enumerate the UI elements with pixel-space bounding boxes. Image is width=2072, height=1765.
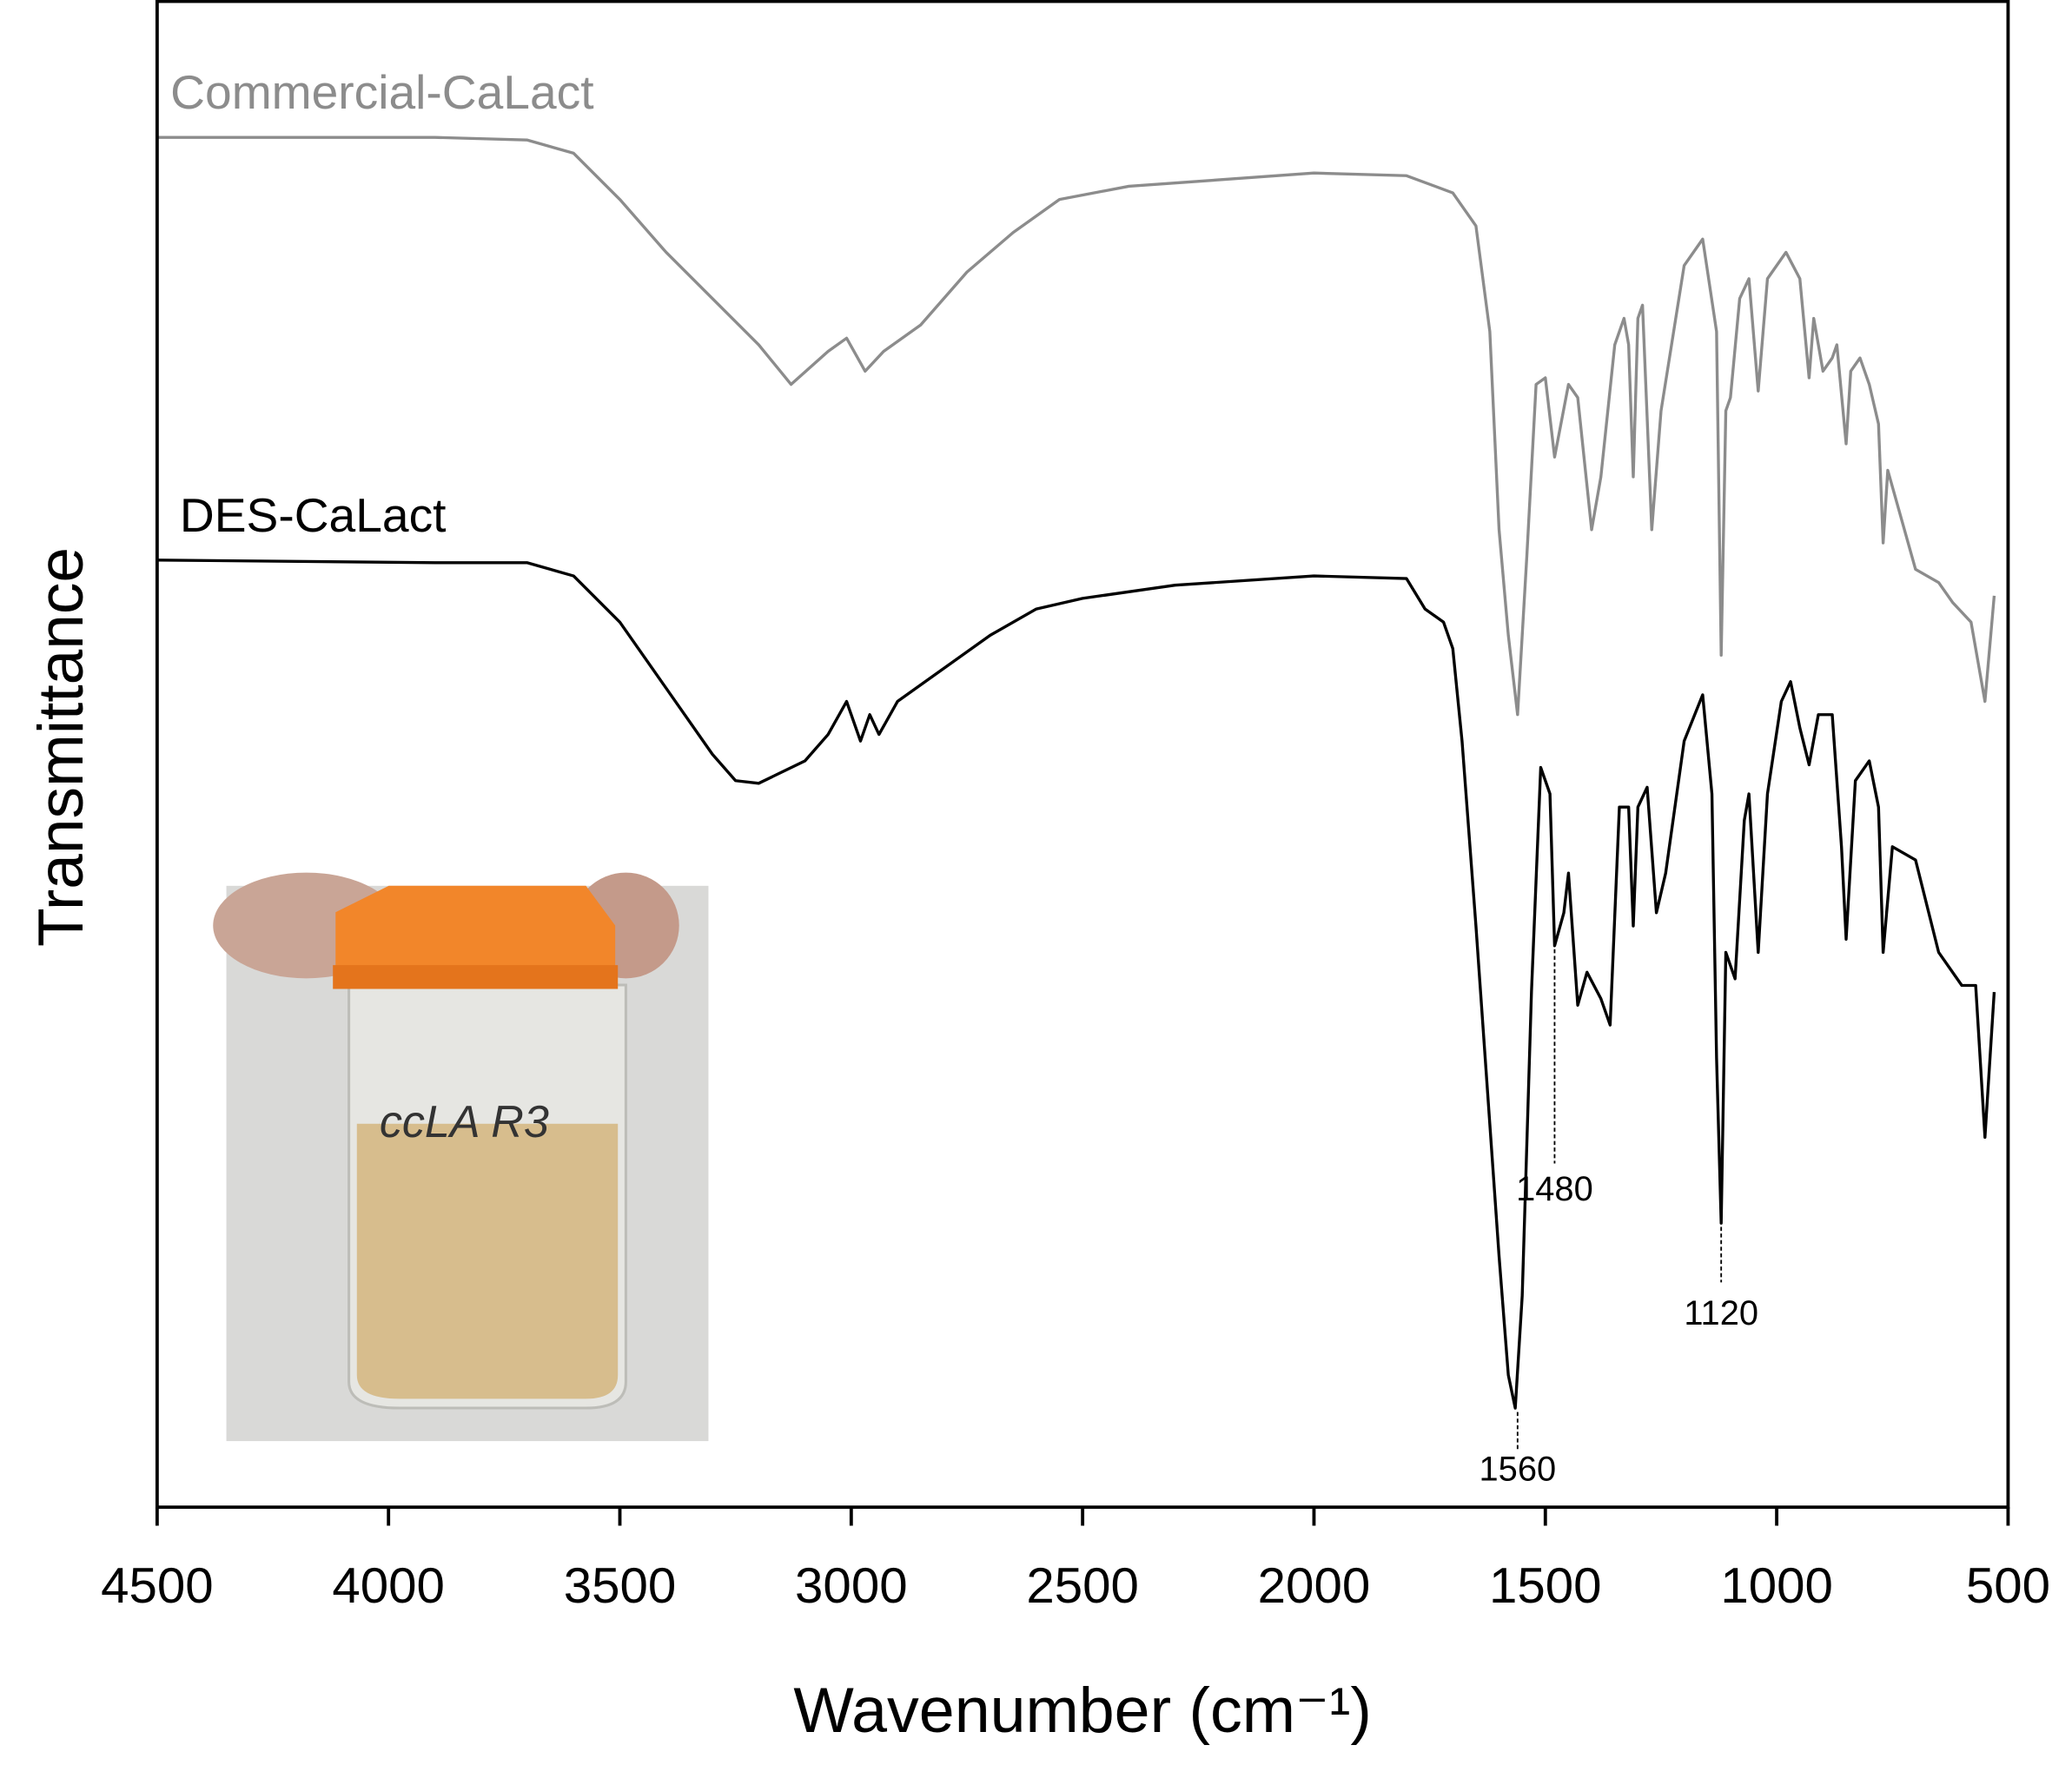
plot-area: [156, 136, 1996, 1410]
x-tick-label: 3000: [795, 1557, 908, 1614]
annotation-label: 1120: [1684, 1294, 1758, 1332]
vial-writing: ccLA R3: [380, 1097, 549, 1147]
series-label: Commercial-CaLact: [170, 65, 593, 119]
x-tick-label: 1500: [1489, 1557, 1602, 1614]
x-tick-label: 2000: [1258, 1557, 1371, 1614]
x-tick-label: 4000: [332, 1557, 445, 1614]
x-tick-label: 4500: [101, 1557, 214, 1614]
spectrum-line: [156, 136, 1996, 717]
annotation-label: 1560: [1480, 1451, 1557, 1489]
x-tick-label: 3500: [564, 1557, 677, 1614]
x-tick-label: 1000: [1720, 1557, 1833, 1614]
y-axis-label: Transmittance: [25, 547, 96, 947]
series-label: DES-CaLact: [180, 488, 447, 542]
annotation-label: 1480: [1516, 1170, 1593, 1208]
x-axis-label: Wavenumber (cm⁻¹): [793, 1675, 1371, 1746]
spectrum-line: [156, 559, 1996, 1410]
x-tick-label: 500: [1966, 1557, 2050, 1614]
x-tick-label: 2500: [1026, 1557, 1139, 1614]
inset-photo: ccLA R3: [213, 872, 709, 1442]
